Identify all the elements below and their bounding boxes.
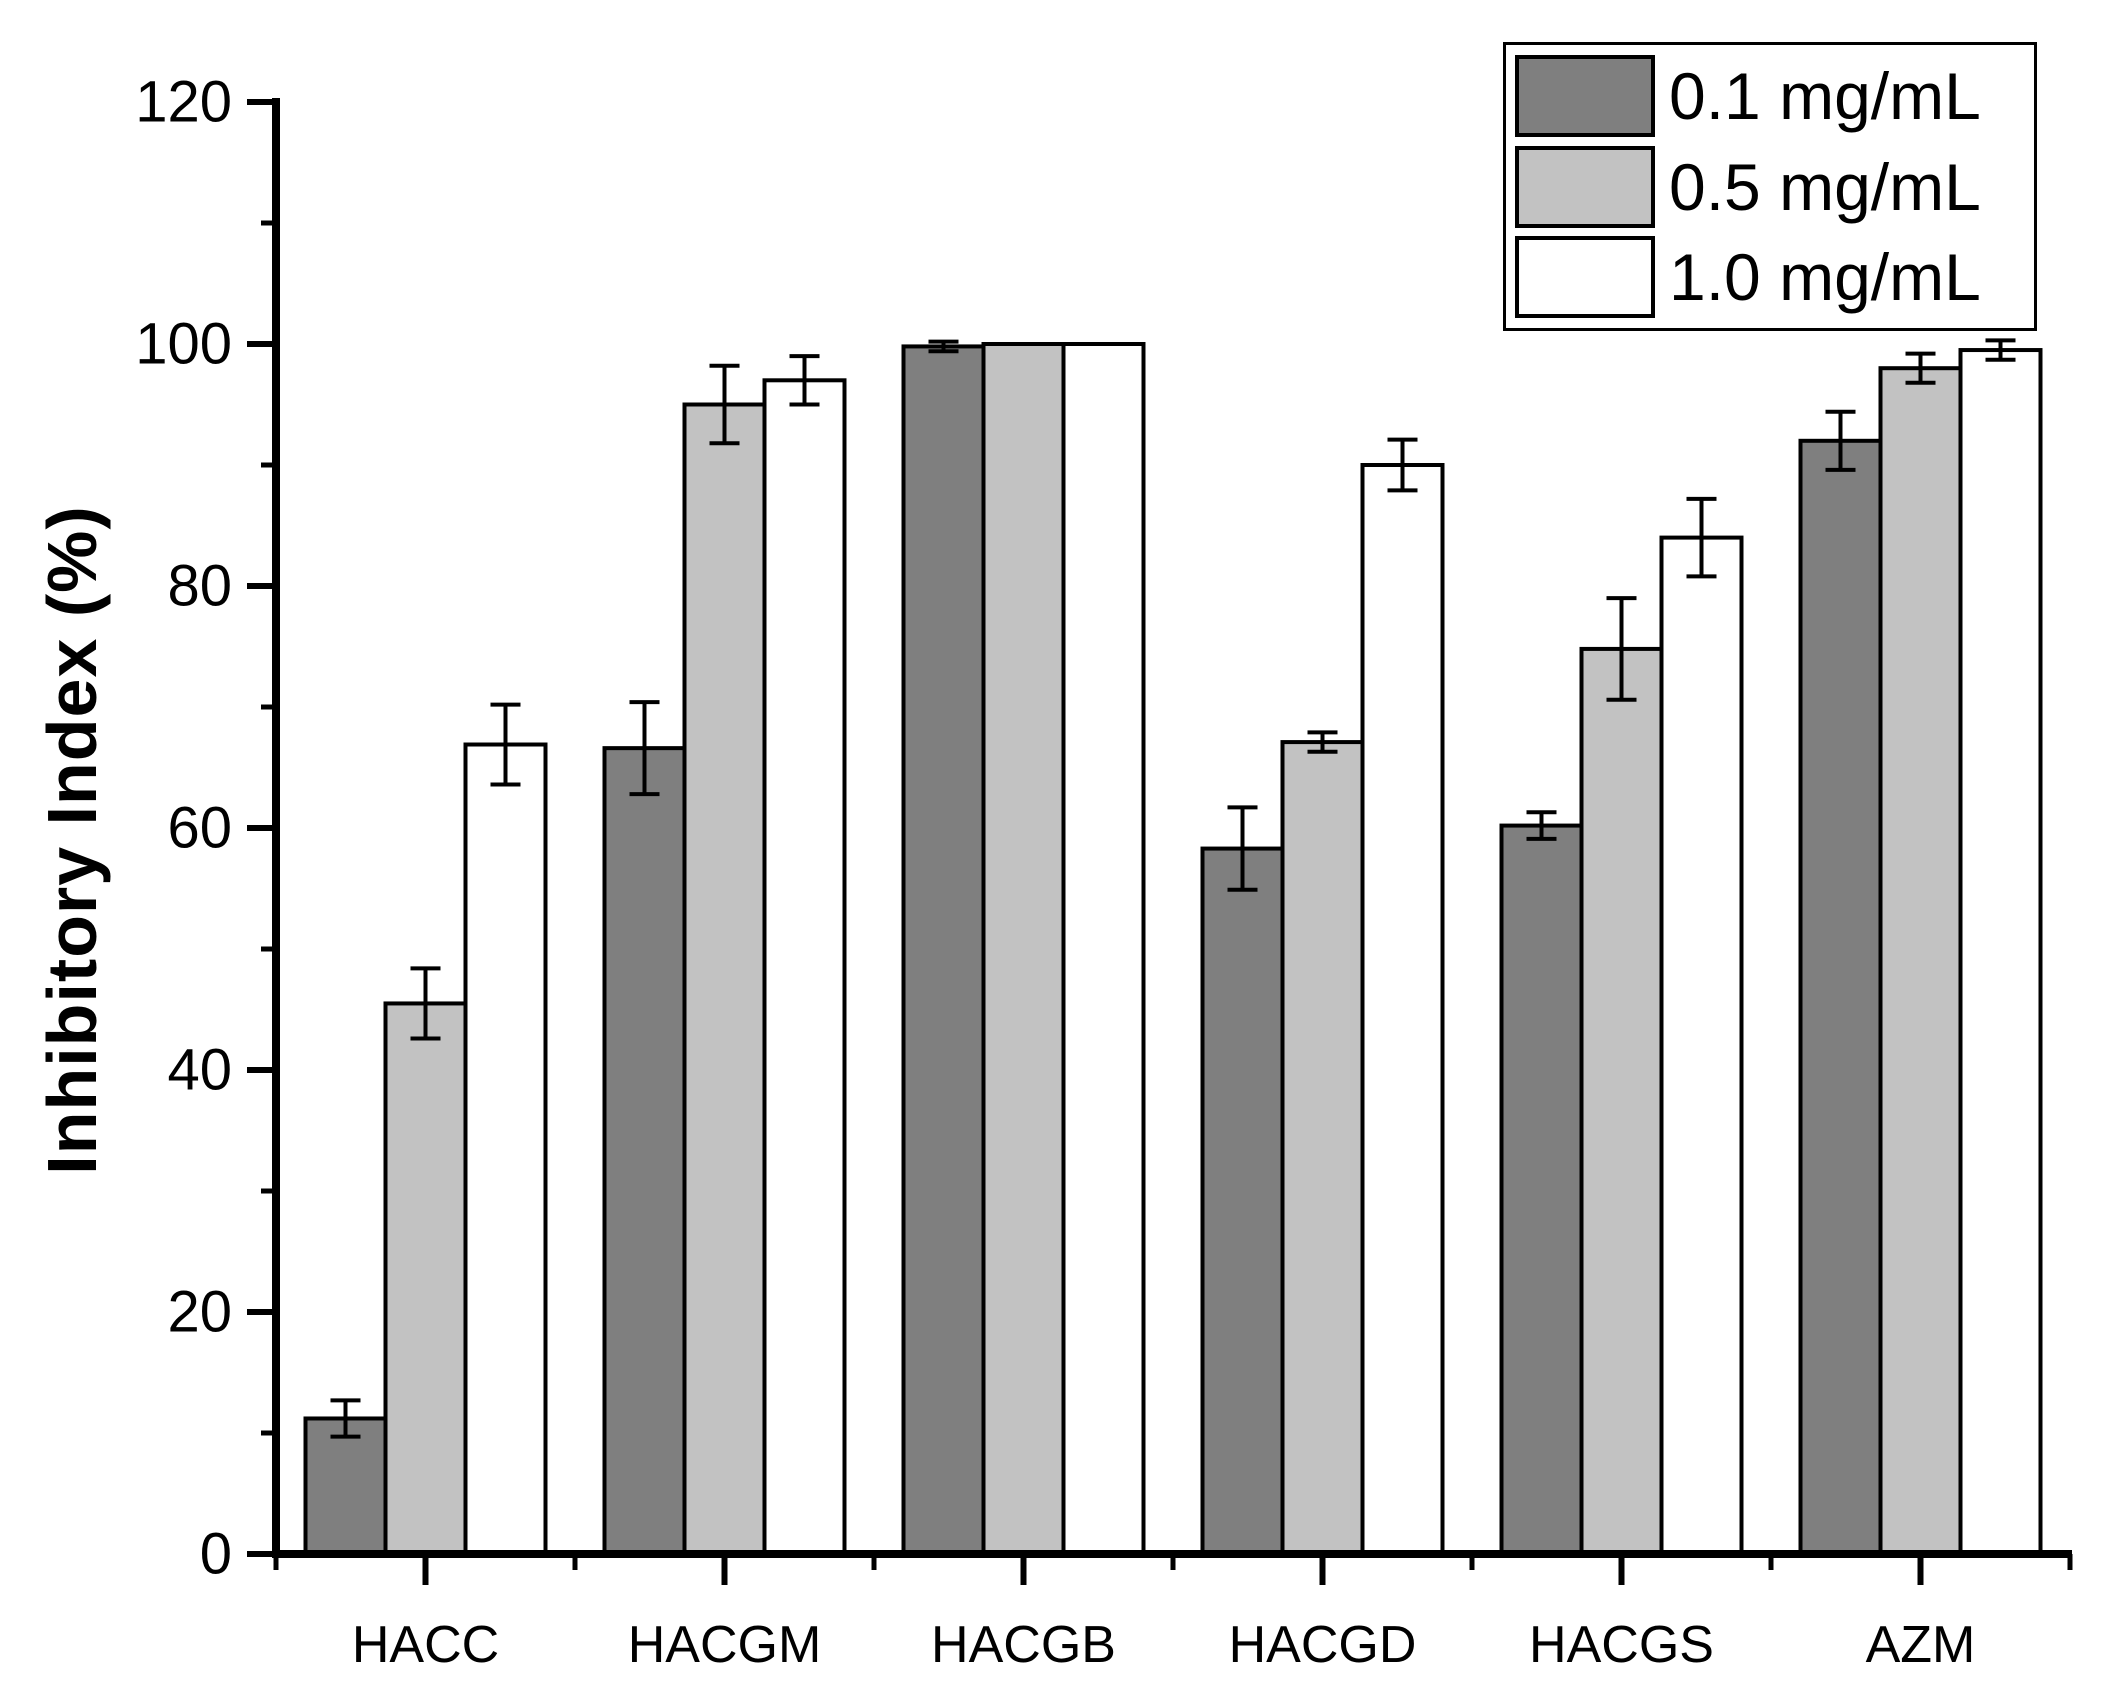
bar-HACGB-0.1mg/mL: [901, 344, 986, 1556]
x-category-label-HACGM: HACGM: [628, 1616, 822, 1674]
bar-AZM-1.0mg/mL: [1958, 348, 2043, 1556]
y-tick-label-20: 20: [167, 1280, 232, 1345]
legend-label-0.5-mgml: 0.5 mg/mL: [1669, 149, 1981, 224]
x-category-label-AZM: AZM: [1866, 1616, 1976, 1674]
bar-AZM-0.1mg/mL: [1798, 438, 1883, 1556]
bar-HACGM-0.1mg/mL: [602, 746, 687, 1556]
x-category-label-HACC: HACC: [352, 1616, 499, 1674]
y-tick-label-80: 80: [167, 554, 232, 619]
legend-item-1.0-mgml: 1.0 mg/mL: [1515, 236, 2026, 318]
y-axis-title: Inhibitory Index (%): [33, 505, 111, 1175]
bar-HACC-1.0mg/mL: [463, 742, 548, 1556]
bar-AZM-0.5mg/mL: [1878, 366, 1963, 1557]
legend-swatch-0.5-mgml: [1515, 145, 1655, 228]
bar-HACGS-1.0mg/mL: [1659, 535, 1744, 1556]
bar-HACC-0.1mg/mL: [303, 1416, 388, 1556]
legend-item-0.1-mgml: 0.1 mg/mL: [1515, 55, 2026, 137]
bar-HACGD-0.1mg/mL: [1200, 846, 1285, 1556]
legend-swatch-0.1-mgml: [1515, 55, 1655, 137]
bar-HACGB-1.0mg/mL: [1061, 342, 1146, 1556]
y-tick-label-0: 0: [200, 1522, 232, 1587]
bar-HACGM-0.5mg/mL: [682, 402, 767, 1556]
y-tick-label-60: 60: [167, 796, 232, 861]
legend-swatch-1.0-mgml: [1515, 236, 1655, 318]
bar-HACGM-1.0mg/mL: [762, 378, 847, 1556]
legend-item-0.5-mgml: 0.5 mg/mL: [1515, 145, 2026, 228]
x-category-label-HACGS: HACGS: [1529, 1616, 1714, 1674]
bar-HACGB-0.5mg/mL: [981, 342, 1066, 1556]
x-category-label-HACGB: HACGB: [931, 1616, 1116, 1674]
bar-HACGD-0.5mg/mL: [1280, 740, 1365, 1556]
legend: 0.1 mg/mL 0.5 mg/mL 1.0 mg/mL: [1503, 42, 2037, 331]
bar-HACC-0.5mg/mL: [383, 1001, 468, 1556]
bar-HACGS-0.1mg/mL: [1499, 823, 1584, 1556]
x-category-label-HACGD: HACGD: [1229, 1616, 1417, 1674]
y-tick-label-40: 40: [167, 1038, 232, 1103]
bar-HACGS-0.5mg/mL: [1579, 646, 1664, 1556]
legend-label-0.1-mgml: 0.1 mg/mL: [1669, 59, 1981, 133]
bar-HACGD-1.0mg/mL: [1360, 463, 1445, 1556]
y-tick-label-100: 100: [135, 312, 232, 377]
legend-label-1.0-mgml: 1.0 mg/mL: [1669, 240, 1981, 314]
y-tick-label-120: 120: [135, 70, 232, 135]
